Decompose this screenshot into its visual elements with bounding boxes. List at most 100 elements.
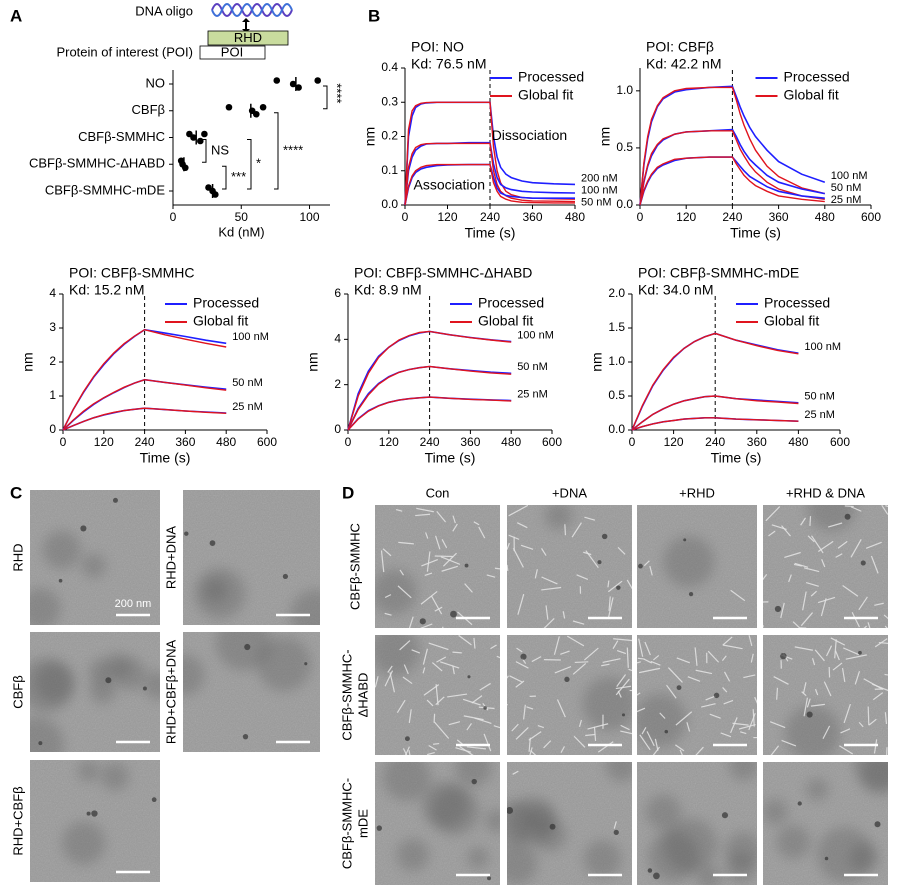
micrograph [183, 490, 320, 625]
fiber [408, 616, 414, 628]
micrograph [507, 635, 632, 755]
chart-title: POI: CBFβ-SMMHC-mDE [638, 265, 799, 281]
stain-patch [726, 852, 757, 883]
particle [483, 706, 487, 710]
fiber [722, 644, 743, 650]
particle [797, 801, 802, 806]
fiber [865, 541, 882, 549]
legend-label: Processed [193, 295, 259, 311]
y-tick-label: 2.0 [608, 286, 625, 300]
concentration-label: 100 nM [581, 184, 618, 196]
y-tick-label: 1.0 [608, 354, 625, 368]
stain-patch [382, 762, 431, 801]
fiber [584, 516, 596, 521]
fiber [424, 572, 433, 577]
fiber [441, 539, 448, 549]
y-tick-label: 4 [334, 332, 341, 346]
stain-patch [375, 569, 417, 615]
fiber [473, 521, 480, 526]
fiber [840, 728, 851, 734]
micrograph [507, 505, 632, 628]
fiber [566, 635, 585, 647]
fiber [483, 733, 492, 752]
fit-curve [404, 163, 575, 206]
x-tick-label: 480 [216, 435, 236, 449]
micrograph [763, 762, 888, 885]
fiber [722, 636, 733, 646]
data-point [314, 77, 322, 84]
fiber [776, 687, 779, 700]
fiber [408, 750, 411, 755]
fiber [763, 573, 768, 581]
fiber [466, 746, 487, 750]
x-tick-label: 0 [60, 435, 67, 449]
fiber [867, 706, 870, 726]
y-tick-label: 0.5 [616, 140, 633, 154]
chart-title: POI: CBFβ [646, 39, 714, 55]
fiber [637, 657, 645, 660]
panel-label: C [10, 483, 22, 502]
stain-patch [696, 865, 722, 885]
particle [80, 525, 87, 532]
fiber [643, 560, 650, 567]
fiber [587, 723, 609, 730]
particle [564, 676, 570, 682]
fiber [422, 648, 428, 665]
particle [549, 823, 556, 830]
legend-label: Global fit [478, 313, 533, 329]
particle [304, 662, 308, 666]
x-tick-label: 240 [135, 435, 155, 449]
fiber [585, 733, 596, 737]
fiber [458, 635, 472, 646]
fiber [426, 699, 434, 707]
fiber [408, 709, 412, 724]
fiber [616, 674, 627, 687]
micrograph [30, 760, 160, 882]
fiber [545, 605, 549, 620]
fiber [817, 596, 836, 604]
fit-curve [631, 417, 799, 431]
x-tick-label: 120 [676, 210, 696, 224]
stain-patch [34, 662, 75, 703]
x-tick-label: 240 [722, 210, 742, 224]
fiber [396, 699, 406, 714]
fiber [515, 680, 525, 688]
fiber [537, 724, 544, 729]
stain-patch [645, 794, 682, 830]
fiber [541, 586, 562, 591]
fiber [612, 640, 619, 650]
fiber [576, 574, 589, 580]
fiber [517, 593, 525, 615]
fiber [788, 574, 792, 583]
fiber [626, 647, 629, 668]
fiber [384, 594, 392, 599]
row-label: ΔHABD [355, 673, 370, 718]
x-tick-label: 480 [501, 435, 521, 449]
stain-patch [816, 827, 873, 883]
fiber [463, 715, 484, 721]
particle [242, 734, 249, 740]
fiber [428, 744, 437, 751]
particle [638, 563, 643, 569]
fiber [452, 651, 462, 654]
fiber [512, 547, 524, 568]
fit-curve [62, 328, 227, 431]
significance-label: * [256, 156, 261, 171]
significance-label: **** [330, 83, 345, 103]
significance-bracket [247, 139, 252, 190]
stain-patch [455, 762, 492, 787]
y-axis-label: nm [305, 352, 321, 371]
x-tick-label: 120 [94, 435, 114, 449]
fiber [823, 681, 832, 697]
fiber [768, 530, 776, 537]
condition-label: RHD+CBFβ+DNA [163, 640, 178, 745]
particle [112, 497, 118, 503]
fiber [646, 731, 655, 747]
fiber [464, 583, 473, 593]
particle [721, 812, 729, 819]
fiber [781, 739, 797, 747]
fiber [644, 641, 651, 656]
fiber [384, 670, 394, 687]
fiber [508, 505, 529, 517]
column-label: Con [426, 485, 450, 500]
